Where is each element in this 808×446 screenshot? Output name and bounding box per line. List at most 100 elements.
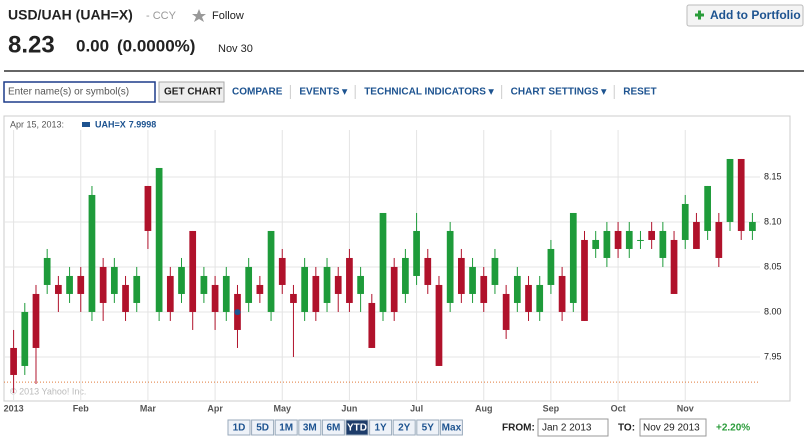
range-label[interactable]: Max (442, 423, 462, 434)
candle-body (726, 158, 734, 222)
range-button[interactable] (298, 419, 322, 436)
range-label[interactable]: 3M (303, 423, 317, 434)
candle-body (155, 167, 163, 312)
candle-body (189, 230, 197, 312)
candle-body (222, 275, 230, 312)
get-chart-button[interactable] (158, 81, 225, 103)
candle-body (659, 230, 667, 258)
from-label: FROM: (502, 423, 535, 434)
candle-body (99, 266, 107, 303)
x-tick-label: Mar (140, 403, 157, 413)
candle-body (704, 185, 711, 231)
watermark: © 2013 Yahoo! Inc. (10, 386, 86, 396)
candle-body (346, 257, 353, 303)
toolbar-link[interactable]: RESET (623, 87, 656, 98)
x-tick-label: Jul (410, 403, 423, 413)
chart-frame (3, 115, 791, 402)
candle-body (637, 239, 644, 241)
symbol: USD/UAH (UAH=X) (8, 7, 133, 23)
candle-body (424, 257, 432, 285)
add-portfolio-button[interactable] (686, 4, 804, 27)
change-pct: (0.0000%) (117, 36, 195, 55)
candle-body (166, 275, 174, 312)
candle-body (569, 212, 577, 303)
x-tick-label: Jun (341, 403, 357, 413)
candle-body (323, 266, 331, 303)
candle-body (681, 203, 689, 240)
input-placeholder[interactable]: Enter name(s) or symbol(s) (8, 87, 129, 98)
candle-body (88, 194, 96, 312)
from-input[interactable] (537, 418, 609, 437)
range-label[interactable]: 1Y (374, 423, 387, 434)
candle-body (357, 275, 364, 294)
from-date[interactable]: Jan 2 2013 (542, 423, 592, 434)
price: 8.23 (8, 31, 55, 58)
x-tick-label: Nov (677, 403, 694, 413)
y-tick-label: 7.95 (764, 351, 782, 361)
range-button[interactable] (321, 419, 345, 436)
quote-date: Nov 30 (218, 43, 253, 55)
candle-body (592, 239, 600, 249)
candle-body (256, 284, 264, 294)
candle-body (536, 284, 544, 312)
toolbar-link[interactable]: COMPARE (232, 87, 283, 98)
add-portfolio[interactable]: Add to Portfolio (710, 8, 801, 22)
candle-body (290, 293, 297, 303)
range-label[interactable]: 1M (279, 423, 293, 434)
candle-body (133, 275, 141, 303)
candle-body (267, 230, 275, 312)
y-tick-label: 8.05 (764, 261, 782, 271)
range-button[interactable] (369, 419, 393, 436)
candle-body (603, 230, 611, 258)
period-change: +2.20% (716, 423, 750, 434)
hover-date: Apr 15, 2013: (10, 119, 64, 129)
range-label[interactable]: YTD (347, 423, 367, 434)
range-label[interactable]: 5Y (422, 423, 435, 434)
toolbar-link[interactable]: EVENTS ▾ (299, 87, 348, 98)
candle-body (43, 257, 51, 285)
range-button[interactable] (392, 419, 416, 436)
candle-body (379, 212, 387, 312)
range-button[interactable] (345, 419, 369, 436)
get-chart[interactable]: GET CHART (164, 87, 222, 98)
candle-body (301, 266, 308, 312)
to-label: TO: (618, 423, 635, 434)
candle-body (435, 284, 443, 366)
toolbar-link[interactable]: TECHNICAL INDICATORS ▾ (364, 87, 494, 98)
range-label[interactable]: 6M (326, 423, 340, 434)
range-button[interactable] (227, 419, 251, 436)
hover-value: 7.9998 (129, 119, 157, 129)
range-label[interactable]: 5D (256, 423, 269, 434)
range-label[interactable]: 1D (233, 423, 246, 434)
change: 0.00 (76, 36, 109, 55)
exchange: - CCY (146, 10, 177, 22)
symbol-input[interactable] (3, 81, 156, 103)
range-button[interactable] (439, 419, 463, 436)
to-input[interactable] (639, 418, 707, 437)
candle-body (245, 266, 253, 303)
range-button[interactable] (251, 419, 275, 436)
x-tick-label: Sep (543, 403, 560, 413)
x-tick-label: Aug (475, 403, 493, 413)
x-tick-label: Feb (73, 403, 90, 413)
candle-body (55, 284, 62, 294)
range-button[interactable] (274, 419, 298, 436)
y-tick-label: 8.00 (764, 306, 782, 316)
hover-series: UAH=X (95, 119, 126, 129)
toolbar-link[interactable]: CHART SETTINGS ▾ (511, 87, 608, 98)
candle-body (77, 275, 85, 294)
range-button[interactable] (416, 419, 440, 436)
follow[interactable]: Follow (212, 10, 244, 22)
follow-star[interactable] (192, 9, 206, 22)
candle-body (334, 275, 342, 294)
candle-body (32, 293, 40, 348)
x-tick-label: Oct (611, 403, 626, 413)
to-date[interactable]: Nov 29 2013 (643, 423, 700, 434)
candle-body (693, 221, 700, 249)
range-label[interactable]: 2Y (398, 423, 411, 434)
candle-body (390, 266, 398, 312)
candle-body (10, 347, 17, 375)
candle-body (413, 230, 420, 276)
candle-body (469, 266, 476, 294)
